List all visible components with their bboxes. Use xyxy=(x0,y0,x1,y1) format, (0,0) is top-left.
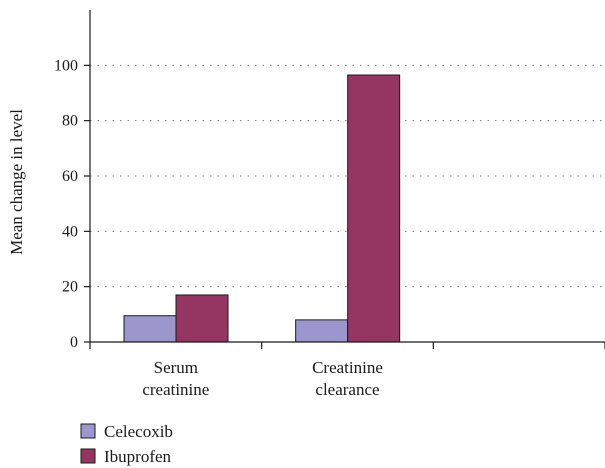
category-labels: Serum creatinine Creatinine clearance xyxy=(142,358,383,399)
y-tick-label: 60 xyxy=(62,168,78,185)
legend-swatch-ibuprofen xyxy=(80,448,96,464)
x-category-label: creatinine xyxy=(142,380,209,399)
y-tick-label: 0 xyxy=(70,334,78,351)
y-tick-label: 40 xyxy=(62,223,78,240)
legend-label-ibuprofen: Ibuprofen xyxy=(104,447,172,466)
x-category-label: clearance xyxy=(315,380,379,399)
bar-celecoxib-0 xyxy=(123,315,177,343)
bar-ibuprofen-1 xyxy=(347,74,401,343)
legend-swatch-celecoxib xyxy=(80,423,96,439)
y-ticks: 0 20 40 60 80 100 xyxy=(54,57,605,351)
y-axis-title: Mean change in level xyxy=(7,109,26,255)
bar-celecoxib-1 xyxy=(295,319,349,343)
bar-ibuprofen-0 xyxy=(175,294,229,343)
x-category-label: Serum xyxy=(154,358,198,377)
bars xyxy=(123,74,401,343)
legend-label-celecoxib: Celecoxib xyxy=(104,422,173,441)
y-tick-label: 80 xyxy=(62,113,78,130)
y-tick-label: 100 xyxy=(54,57,78,74)
legend: Celecoxib Ibuprofen xyxy=(80,422,173,466)
x-category-label: Creatinine xyxy=(312,358,383,377)
y-tick-label: 20 xyxy=(62,279,78,296)
